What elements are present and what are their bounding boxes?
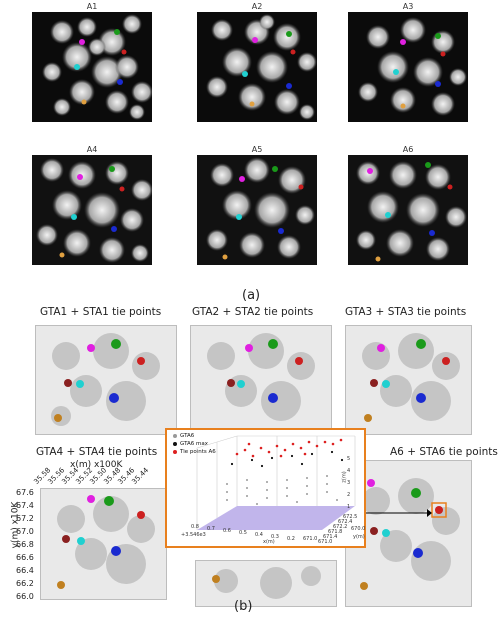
y-tick: 66.6 [16, 553, 34, 562]
inset-y-tick: 672.2 [333, 524, 348, 530]
plot-3d-1 [35, 325, 177, 435]
inset-x-tick: 0.4 [255, 532, 263, 538]
tree-canopy-image [42, 14, 152, 120]
inset-y-tick: 672.5 [343, 514, 358, 520]
tree-canopy-image [206, 157, 315, 260]
y-tick: 67.0 [16, 527, 34, 536]
image-tile-a5 [197, 155, 317, 265]
x-axis-label: x(m) x100K [70, 460, 123, 470]
inset-x-tick: 0.5 [239, 530, 247, 536]
gray-surface [57, 495, 155, 589]
legend-item-tie-points: Tie points A6 [173, 449, 216, 455]
plot-title-3: GTA3 + STA3 tie points [345, 306, 467, 318]
tree-canopy-image [36, 158, 152, 263]
tile-title-a3: A3 [402, 2, 414, 11]
legend-dot [173, 449, 177, 454]
y-tick: 66.4 [16, 566, 34, 575]
inset-x-axis-label: x(m) [263, 539, 275, 545]
legend-item-gta6-max: GTA6 max [173, 441, 208, 447]
z-tick: 4 [347, 468, 351, 474]
y-tick: 67.6 [16, 488, 34, 497]
image-tile-a4 [32, 155, 152, 265]
panel-b-label: (b) [234, 599, 253, 614]
z-tick: 1 [347, 504, 351, 510]
inset-y-tick: 670.0 [351, 526, 366, 532]
gray-surface [51, 333, 160, 426]
plot-3d-3 [345, 325, 472, 435]
scatter-3d [196, 435, 356, 530]
z-tick: 5 [347, 456, 351, 462]
image-tile-a6 [348, 155, 468, 265]
base-plane [197, 506, 355, 530]
inset-y-tick: 671.0 [318, 539, 333, 545]
inset-x-tick: 0.6 [223, 528, 231, 534]
plot-3d-6 [345, 460, 472, 607]
y-tick: 66.8 [16, 540, 34, 549]
plot-title-6: A6 + STA6 tie points [390, 446, 498, 458]
inset-x-tick: 671.0 [303, 536, 318, 542]
tile-title-a2: A2 [251, 2, 263, 11]
inset-y-tick: 672.4 [338, 519, 353, 525]
z-tick: 3 [347, 480, 351, 486]
inset-3d-scatter: GTA6 GTA6 max Tie points A6 [165, 428, 366, 548]
tree-canopy-image [358, 17, 467, 116]
y-tick: 66.2 [16, 579, 34, 588]
z-axis-label: z(m) [341, 471, 348, 483]
inset-x-tick: 0.2 [287, 536, 295, 542]
tree-canopy-image [356, 161, 467, 262]
panel-a-label: (a) [242, 288, 261, 303]
plot-title-4: GTA4 + STA4 tie points [36, 446, 158, 458]
gray-surface [212, 566, 321, 599]
legend-item-gta6: GTA6 [173, 433, 194, 439]
inset-y-tick: 671.8 [328, 529, 343, 535]
plot-3d-4 [40, 488, 167, 600]
inset-x-tick: 0.3 [271, 534, 279, 540]
legend-dot [173, 433, 177, 438]
image-tile-a1 [32, 12, 152, 122]
plot-title-2: GTA2 + STA2 tie points [192, 306, 314, 318]
gray-surface [362, 333, 460, 422]
tile-title-a1: A1 [86, 2, 98, 11]
tile-title-a6: A6 [402, 145, 414, 154]
legend-dot [173, 441, 177, 446]
tree-canopy-image [206, 14, 317, 120]
z-tick: 2 [347, 492, 351, 498]
y-tick: 67.2 [16, 514, 34, 523]
pointer-arrow [364, 509, 432, 517]
inset-y-axis-label: y(m) [353, 534, 365, 540]
y-tick: 67.4 [16, 501, 34, 510]
inset-y-tick: 671.4 [323, 534, 338, 540]
plot-title-1: GTA1 + STA1 tie points [40, 306, 162, 318]
y-tick: 66.0 [16, 592, 34, 601]
tile-title-a5: A5 [251, 145, 263, 154]
plot-3d-2 [190, 325, 332, 435]
inset-x-offset: +3.546e3 [181, 532, 206, 538]
inset-x-tick: 0.8 [191, 524, 199, 530]
plot-3d-5 [195, 560, 337, 607]
inset-x-tick: 0.7 [207, 526, 215, 532]
gray-surface [207, 333, 315, 421]
tile-title-a4: A4 [86, 145, 98, 154]
image-tile-a3 [348, 12, 468, 122]
image-tile-a2 [197, 12, 317, 122]
gray-surface [360, 478, 460, 590]
